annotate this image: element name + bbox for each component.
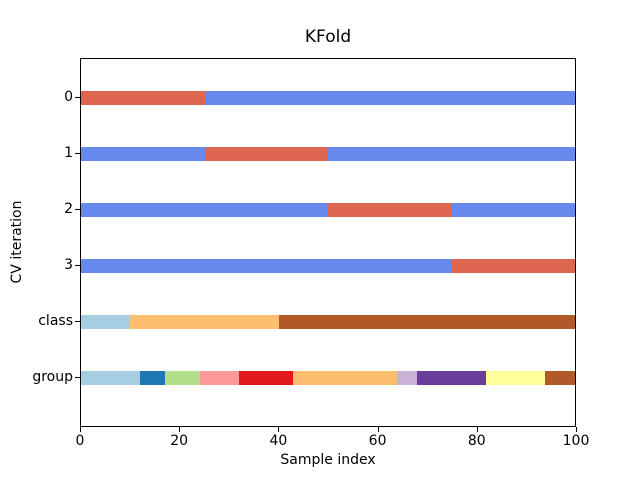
x-tick-label-40: 40 <box>269 433 288 449</box>
segment-train <box>81 147 205 162</box>
x-tick-label-100: 100 <box>562 433 590 449</box>
y-axis-tick-labels: 0 1 2 3 class group <box>0 58 73 427</box>
segment-group-8 <box>486 370 546 385</box>
segment-group-4 <box>239 370 294 385</box>
segment-test <box>81 91 205 106</box>
segment-train <box>204 91 575 106</box>
segment-test <box>204 147 328 162</box>
y-tick-label-0: 0 <box>64 89 73 106</box>
segment-class-1 <box>130 314 279 329</box>
segment-group-5 <box>293 370 398 385</box>
x-tick-mark <box>80 427 81 432</box>
y-tick-mark <box>75 97 80 99</box>
segment-test <box>451 258 575 273</box>
segment-train <box>81 258 452 273</box>
cv-row-class <box>81 314 575 329</box>
x-tick-mark <box>476 427 478 432</box>
x-tick-label-20: 20 <box>170 433 189 449</box>
x-tick-mark <box>576 427 577 432</box>
segment-group-9 <box>545 370 575 385</box>
segment-group-0 <box>81 370 141 385</box>
segment-group-3 <box>199 370 240 385</box>
y-tick-label-group: group <box>32 368 73 385</box>
x-tick-label-0: 0 <box>75 433 85 449</box>
y-tick-mark <box>75 376 80 378</box>
x-axis-label: Sample index <box>280 452 376 468</box>
segment-group-7 <box>416 370 487 385</box>
cv-row-3 <box>81 258 575 273</box>
segment-group-2 <box>164 370 200 385</box>
x-tick-label-60: 60 <box>368 433 387 449</box>
chart-title: KFold <box>304 27 352 47</box>
x-tick-mark <box>377 427 379 432</box>
y-tick-label-2: 2 <box>64 200 73 217</box>
y-tick-label-1: 1 <box>64 145 73 162</box>
segment-class-0 <box>81 314 131 329</box>
segment-test <box>328 202 452 217</box>
plot-area <box>80 58 576 427</box>
cv-row-1 <box>81 147 575 162</box>
y-tick-label-class: class <box>38 312 73 329</box>
x-tick-mark <box>179 427 181 432</box>
y-tick-mark <box>75 264 80 266</box>
segment-train <box>81 202 328 217</box>
y-tick-label-3: 3 <box>64 256 73 273</box>
segment-train <box>451 202 575 217</box>
x-tick-mark <box>278 427 280 432</box>
segment-class-2 <box>278 314 575 329</box>
cv-row-0 <box>81 91 575 106</box>
y-tick-mark <box>75 153 80 155</box>
segment-group-1 <box>140 370 165 385</box>
segment-train <box>328 147 575 162</box>
x-tick-label-80: 80 <box>467 433 486 449</box>
cv-row-group <box>81 370 575 385</box>
segment-group-6 <box>397 370 417 385</box>
y-tick-mark <box>75 208 80 210</box>
cv-row-2 <box>81 202 575 217</box>
y-tick-mark <box>75 320 80 322</box>
